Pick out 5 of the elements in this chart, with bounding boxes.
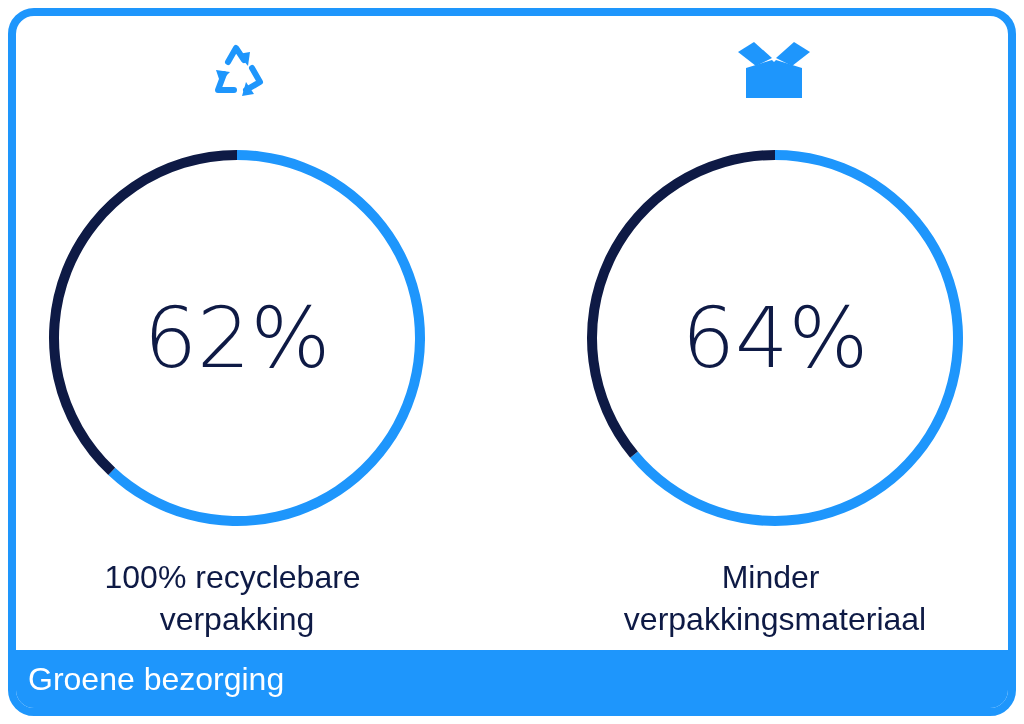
text: Groene bezorging — [28, 660, 285, 698]
text: 100% recyclebare verpakking — [104, 559, 370, 637]
text: 64% — [681, 289, 869, 387]
text: Minder verpakkingsmateriaal — [623, 559, 927, 637]
text: 62% — [143, 289, 331, 387]
